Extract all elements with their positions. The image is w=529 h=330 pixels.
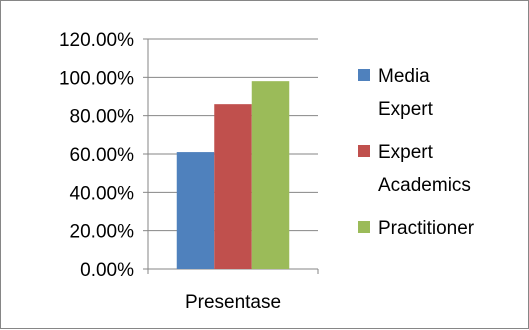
legend-entry: Practitioner <box>378 218 475 239</box>
y-tick-label: 0.00% <box>80 260 134 281</box>
bars <box>176 81 290 270</box>
legend-swatch <box>358 145 370 157</box>
y-tick-label: 20.00% <box>70 222 135 243</box>
y-tick-label: 100.00% <box>59 68 134 89</box>
bar-media-expert <box>176 152 215 269</box>
x-tick-labels: Presentase <box>185 292 281 313</box>
legend-entry: Expert Academics <box>378 142 471 196</box>
legend: Media Expert Expert Academics Practitioner <box>358 66 475 239</box>
legend-swatch <box>358 221 370 233</box>
y-tick-labels: 0.00% 20.00% 40.00% 60.00% 80.00% 100.00% 120.… <box>59 30 134 281</box>
y-tick-label: 120.00% <box>59 30 134 51</box>
bar-expert-academics <box>214 104 252 270</box>
bar-practitioner <box>251 81 290 270</box>
y-tick-label: 60.00% <box>70 145 135 166</box>
y-tick-label: 80.00% <box>70 107 135 128</box>
y-tick-label: 40.00% <box>70 183 135 204</box>
legend-swatch <box>358 69 370 81</box>
legend-entry: Media Expert <box>378 66 434 120</box>
x-tick-label: Presentase <box>185 292 281 313</box>
